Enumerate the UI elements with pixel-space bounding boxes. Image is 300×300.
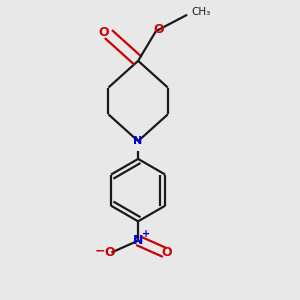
Text: N: N [134, 136, 143, 146]
Text: O: O [161, 246, 172, 259]
Text: −: − [95, 244, 105, 258]
Text: O: O [99, 26, 109, 39]
Text: N: N [133, 234, 143, 247]
Text: O: O [154, 23, 164, 36]
Text: CH₃: CH₃ [192, 7, 211, 17]
Text: O: O [105, 246, 115, 259]
Text: +: + [142, 229, 151, 239]
